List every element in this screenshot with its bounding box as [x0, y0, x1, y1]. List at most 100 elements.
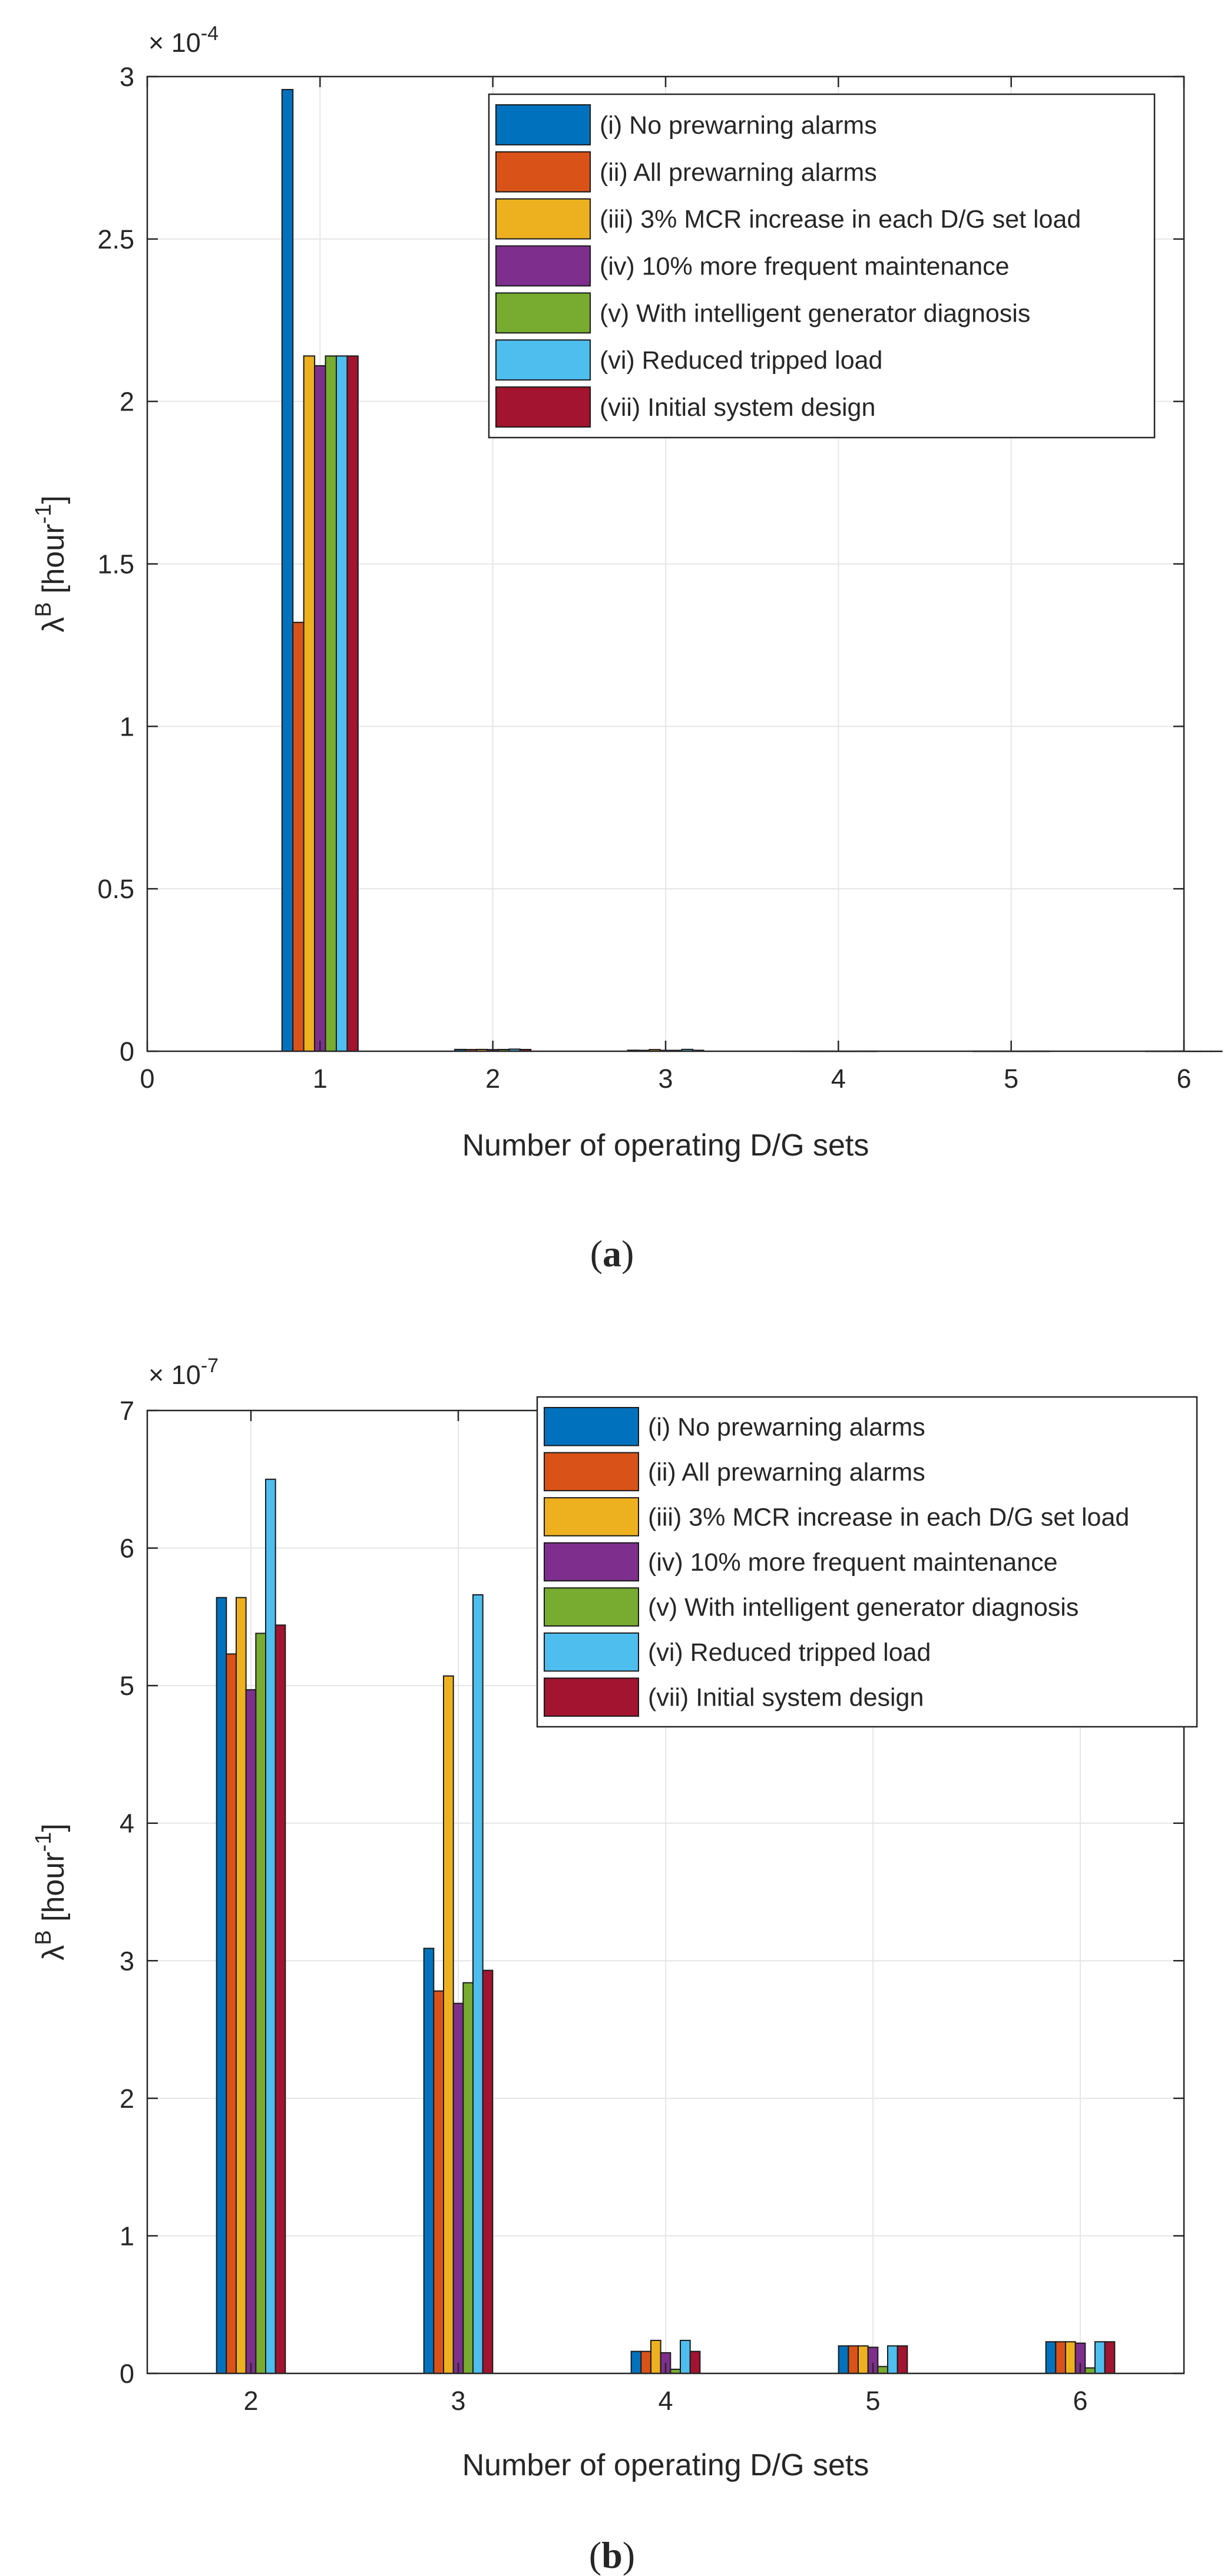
legend-swatch	[495, 245, 591, 287]
bar-b-series2-x2	[226, 1653, 237, 2374]
bar-b-series3-x5	[857, 2345, 869, 2374]
bar-b-series1-x3	[423, 1948, 435, 2375]
bar-a-series1-x1	[281, 89, 294, 1052]
legend-swatch	[495, 339, 591, 381]
legend-entry: (ii) All prewarning alarms	[600, 158, 877, 187]
legend-swatch	[544, 1497, 639, 1537]
bar-a-series3-x1	[303, 355, 316, 1052]
y-axis-label: λB [hour-1]	[31, 1823, 71, 1961]
legend-entry: (iv) 10% more frequent maintenance	[648, 1548, 1058, 1577]
legend-swatch	[544, 1452, 639, 1492]
legend-entry: (iv) 10% more frequent maintenance	[600, 253, 1010, 281]
legend-entry: (v) With intelligent generator diagnosis	[600, 299, 1030, 327]
legend-entry: (vii) Initial system design	[600, 393, 875, 422]
y-tick-label: 1.5	[97, 549, 134, 580]
legend-entry: (ii) All prewarning alarms	[648, 1458, 925, 1486]
bar-b-series7-x6	[1104, 2341, 1116, 2374]
bar-b-series7-x4	[689, 2350, 701, 2375]
chart-panel-b: 0 1 2 3 4 5 6 7 2 3 4 5 6 × 10-7 λB [hour-1] Number of …	[31, 1355, 1198, 2576]
x-tick-label: 1	[313, 1064, 327, 1094]
bar-a-series5-x6	[1189, 1050, 1201, 1052]
y-tick-label: 0.5	[97, 874, 134, 904]
y-tick-label: 1	[120, 711, 134, 741]
y-tick-label: 0	[120, 2359, 134, 2389]
y-tick-label: 2.5	[97, 224, 134, 254]
y-exponent-label: × 10-4	[148, 22, 219, 58]
bar-b-series7-x5	[897, 2345, 908, 2374]
bar-b-series6-x6	[1094, 2341, 1106, 2374]
x-tick-label: 3	[658, 1064, 673, 1094]
bar-b-series6-x5	[887, 2345, 898, 2374]
legend-swatch	[495, 104, 591, 145]
panel-caption: (b)	[589, 2534, 635, 2576]
bar-b-series7-x3	[482, 1969, 494, 2374]
bar-a-series6-x1	[335, 355, 348, 1052]
bar-a-series4-x1	[314, 365, 326, 1052]
x-tick-label: 2	[485, 1064, 500, 1094]
bar-b-series3-x6	[1064, 2341, 1076, 2374]
x-tick-label: 2	[243, 2386, 258, 2416]
legend-swatch	[544, 1407, 639, 1446]
legend-box	[536, 1396, 1198, 1728]
x-tick-label: 6	[1176, 1064, 1191, 1094]
bar-b-series1-x6	[1045, 2341, 1057, 2374]
legend-entry: (iii) 3% MCR increase in each D/G set lo…	[648, 1503, 1129, 1531]
bar-b-series3-x4	[650, 2339, 661, 2375]
bar-b-series1-x4	[630, 2350, 642, 2375]
legend-entry: (vi) Reduced tripped load	[648, 1638, 931, 1667]
x-tick-label: 5	[1004, 1064, 1018, 1094]
y-tick-label: 5	[120, 1671, 134, 1701]
bar-a-series5-x1	[325, 355, 337, 1052]
legend-entry: (v) With intelligent generator diagnosis	[648, 1594, 1079, 1622]
legend-entry: (i) No prewarning alarms	[648, 1413, 925, 1441]
legend-entry: (vi) Reduced tripped load	[600, 346, 882, 375]
legend: (i) No prewarning alarms (ii) All prewarn…	[488, 93, 1156, 439]
legend-swatch	[495, 151, 591, 193]
bar-b-series6-x4	[680, 2339, 691, 2375]
bar-b-series2-x5	[848, 2345, 859, 2374]
bar-a-series6-x6	[1199, 1050, 1212, 1052]
legend-box	[488, 93, 1156, 439]
bar-b-series3-x3	[442, 1675, 454, 2375]
y-tick-label: 3	[120, 1946, 134, 1976]
x-axis-label: Number of operating D/G sets	[462, 1128, 869, 1163]
bar-b-series7-x2	[274, 1624, 286, 2374]
x-tick-label: 5	[865, 2386, 880, 2416]
bar-b-series2-x4	[640, 2350, 651, 2375]
x-tick-label: 6	[1073, 2386, 1087, 2416]
legend-swatch	[544, 1632, 639, 1672]
y-tick-label: 3	[120, 62, 134, 92]
legend-swatch	[544, 1542, 639, 1582]
legend-entry: (iii) 3% MCR increase in each D/G set lo…	[600, 206, 1081, 234]
x-tick-label: 0	[140, 1064, 154, 1094]
x-axis-label: Number of operating D/G sets	[462, 2448, 869, 2482]
legend-entry: (vii) Initial system design	[648, 1684, 924, 1712]
legend-swatch	[495, 292, 591, 334]
bar-a-series7-x6	[1210, 1050, 1223, 1052]
y-tick-label: 7	[120, 1396, 134, 1426]
x-tick-label: 3	[451, 2386, 465, 2416]
bar-b-series2-x3	[433, 1990, 444, 2374]
bar-b-series4-x2	[245, 1689, 257, 2374]
legend-swatch	[495, 386, 591, 428]
x-tick-label: 4	[831, 1064, 846, 1094]
x-tick-label: 4	[658, 2386, 673, 2416]
bar-b-series2-x6	[1055, 2341, 1066, 2374]
chart-panel-a: 0 0.5 1 1.5 2 2.5 3 0 1 2 3 4 5 6 × 10-4 λB [hour-1] Num…	[31, 22, 1223, 1274]
panel-caption: (a)	[590, 1233, 634, 1274]
bar-a-series7-x1	[346, 355, 359, 1052]
legend-swatch	[544, 1587, 639, 1627]
y-tick-label: 2	[120, 387, 134, 417]
bar-b-series1-x5	[838, 2345, 849, 2374]
legend-swatch	[495, 198, 591, 240]
bar-b-series3-x2	[235, 1597, 247, 2375]
bar-b-series5-x2	[255, 1633, 267, 2374]
y-tick-label: 1	[120, 2221, 134, 2251]
legend: (i) No prewarning alarms (ii) All prewarn…	[536, 1396, 1198, 1728]
y-tick-label: 2	[120, 2084, 134, 2114]
bar-b-series5-x3	[462, 1982, 474, 2375]
bar-b-series6-x2	[265, 1478, 276, 2374]
bar-b-series1-x2	[216, 1597, 227, 2375]
y-tick-label: 4	[120, 1809, 134, 1839]
